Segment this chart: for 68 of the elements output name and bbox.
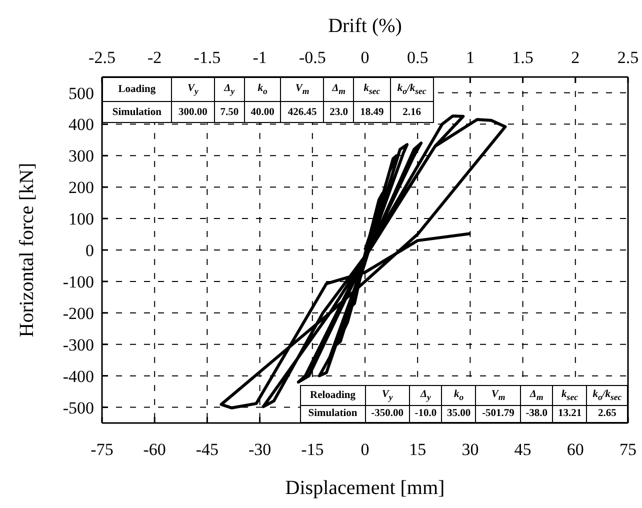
annotation: Δ$_{y}$ <box>410 386 442 406</box>
annotation: 2.65 <box>586 405 628 422</box>
annotation: Δ$_{m}$ <box>324 78 354 102</box>
x-tick-label: -15 <box>301 440 324 460</box>
annotation: k$_{sec}$ <box>552 386 587 406</box>
y-tick-label: 0 <box>86 241 94 260</box>
y-tick-label: 500 <box>68 84 94 103</box>
annotation: Simulation <box>300 405 366 422</box>
annotation: -501.79 <box>476 405 521 422</box>
y-tick-label: 300 <box>68 146 94 166</box>
x2-tick-label: 0.5 <box>406 48 428 67</box>
x2-tick-label: 0 <box>360 48 370 67</box>
y-tick-label: -300 <box>62 335 94 354</box>
x2-tick-label: -1 <box>252 48 267 67</box>
x2-tick-label: 1 <box>466 48 474 67</box>
annotation: Loading <box>102 78 172 102</box>
y-tick-label: 400 <box>68 115 94 134</box>
annotation: 40.00 <box>244 102 281 122</box>
x2-tick-label: -0.5 <box>298 48 326 67</box>
annotation: 18.49 <box>354 102 390 122</box>
annotation: 2.16 <box>390 102 434 122</box>
annotation: k$_{o}$/k$_{sec}$ <box>390 78 434 102</box>
annotation: k$_{o}$/k$_{sec}$ <box>586 386 628 406</box>
annotation: 35.00 <box>442 405 476 422</box>
annotation: 426.45 <box>280 102 324 122</box>
x2-tick-label: 1.5 <box>512 48 534 67</box>
x-axis-title: Displacement [mm] <box>285 477 445 499</box>
x2-tick-label: 2 <box>571 48 580 67</box>
x2-tick-label: 2.5 <box>617 48 639 67</box>
y-tick-label: -100 <box>62 272 94 292</box>
annotation: 7.50 <box>214 102 244 122</box>
annotation: Δ$_{m}$ <box>520 386 553 406</box>
y-tick-label: -400 <box>62 366 94 386</box>
annotation: V$_{y}$ <box>365 386 410 406</box>
x-tick-label: 0 <box>360 440 370 460</box>
y-tick-label: 200 <box>68 178 94 198</box>
x-tick-label: 75 <box>620 440 636 460</box>
annotation: 13.21 <box>552 405 587 422</box>
y-axis-title: Horizontal force [kN] <box>16 162 38 338</box>
x2-tick-label: -2.5 <box>88 48 116 67</box>
annotation: -350.00 <box>365 405 410 422</box>
x-tick-label: -45 <box>196 440 219 460</box>
annotation: k$_{o}$ <box>244 78 281 102</box>
x2-tick-label: -2 <box>148 48 162 67</box>
annotation: -10.0 <box>410 405 442 422</box>
annotation: -38.0 <box>520 405 553 422</box>
x-tick-label: 60 <box>566 440 584 460</box>
annotation: Reloading <box>300 386 366 406</box>
annotation: 23.0 <box>324 102 354 122</box>
annotation: V$_{m}$ <box>476 386 521 406</box>
y-tick-label: 100 <box>68 210 94 229</box>
annotation: k$_{sec}$ <box>354 78 390 102</box>
annotation: V$_{y}$ <box>171 78 214 102</box>
x-tick-label: 15 <box>409 440 426 460</box>
x2-axis-title: Drift (%) <box>328 15 402 37</box>
x-tick-label: -30 <box>248 440 272 460</box>
y-tick-label: -200 <box>62 304 94 323</box>
x-tick-label: 45 <box>514 440 532 460</box>
annotation: k$_{o}$ <box>442 386 476 406</box>
annotation: 300.00 <box>171 102 214 122</box>
x-tick-label: -75 <box>90 440 114 460</box>
annotation: V$_{m}$ <box>280 78 324 102</box>
x-tick-label: -60 <box>143 440 166 460</box>
annotation: Δ$_{y}$ <box>214 78 244 102</box>
x2-tick-label: -1.5 <box>194 48 221 67</box>
y-tick-label: -500 <box>62 398 94 418</box>
annotation: Simulation <box>102 102 172 122</box>
x-tick-label: 30 <box>462 440 479 460</box>
